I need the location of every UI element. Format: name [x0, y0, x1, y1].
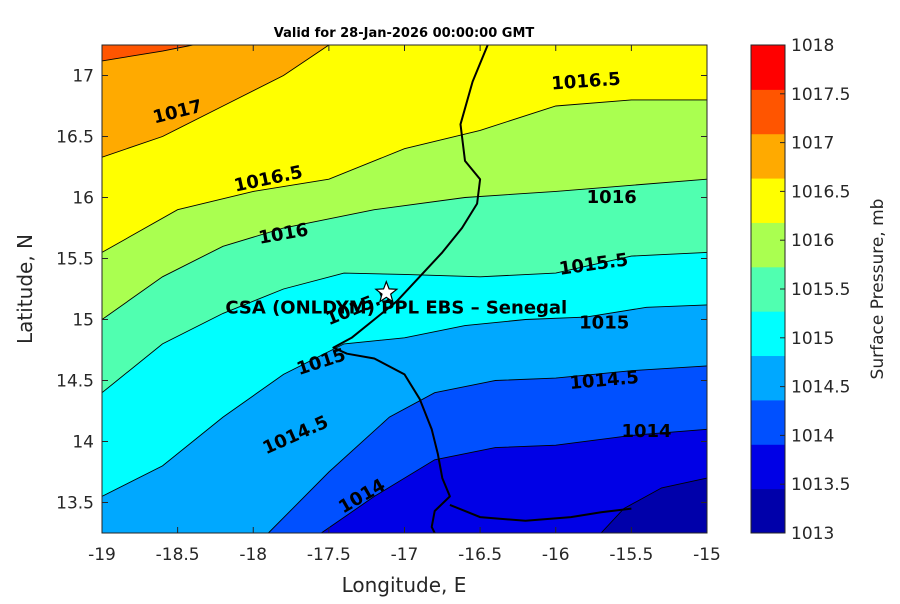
colorbar-tick-label: 1014.5: [791, 378, 850, 398]
site-star-icon: [374, 280, 399, 304]
isobar-1017: [102, 45, 330, 158]
contour-label-2: 1016.5: [551, 69, 622, 95]
x-tick-label: -19: [88, 545, 116, 565]
site-marker-layer: CSA (ONLDYM) PPL EBS – Senegal: [225, 280, 567, 319]
y-tick-label: 17: [72, 67, 94, 87]
y-axis: 13.5 14 14.5 15 15.5 16 16.5 17: [56, 67, 707, 514]
chart-title: Valid for 28-Jan-2026 00:00:00 GMT: [274, 26, 535, 41]
x-tick-label: -16.5: [458, 545, 502, 565]
colorbar: 1013 1013.5 1014 1014.5 1015 1015.5 1016 1016.5…: [750, 36, 850, 544]
isobar-1015-5: [102, 251, 707, 394]
contour-label-4: 1016: [587, 187, 637, 208]
colorbar-swatch: [751, 133, 785, 179]
colorbar-tick-label: 1017: [791, 134, 834, 154]
contour-label-8: 1015: [579, 313, 629, 334]
country-border: [449, 503, 632, 522]
isobar-1014: [321, 428, 707, 533]
colorbar-swatch: [751, 311, 785, 357]
x-axis: -19 -18.5 -18 -17.5 -17 -16.5 -16 -15.5 -15: [88, 45, 721, 565]
x-tick-label: -15.5: [609, 545, 653, 565]
y-tick-label: 13.5: [56, 494, 94, 514]
isobar-1013-5: [600, 477, 707, 533]
isobar-1016: [102, 178, 707, 320]
x-tick-label: -17.5: [307, 545, 351, 565]
colorbar-tick-label: 1014: [791, 426, 834, 446]
y-tick-label: 14.5: [56, 372, 94, 392]
colorbar-tick-label: 1013: [791, 524, 834, 544]
colorbar-swatch: [751, 355, 785, 401]
colorbar-swatch: [751, 222, 785, 268]
colorbar-tick-label: 1016.5: [791, 182, 850, 202]
y-tick-label: 16.5: [56, 128, 94, 148]
colorbar-swatch: [751, 488, 785, 534]
x-tick-label: -18: [239, 545, 267, 565]
band-above-1017: [102, 45, 329, 158]
y-tick-label: 16: [72, 189, 94, 209]
colorbar-tick-label: 1017.5: [791, 85, 850, 105]
colorbar-swatch: [751, 266, 785, 312]
x-tick-label: -18.5: [156, 545, 200, 565]
colorbar-swatch: [751, 444, 785, 490]
x-tick-label: -17: [391, 545, 419, 565]
y-tick-label: 15.5: [56, 250, 94, 270]
geography: [332, 45, 632, 533]
x-tick-label: -15: [693, 545, 721, 565]
colorbar-swatch: [751, 178, 785, 223]
isobar-1015: [102, 304, 707, 497]
colorbar-tick-label: 1016: [791, 231, 834, 251]
y-axis-label: Latitude, N: [13, 234, 37, 344]
x-tick-label: -16: [542, 545, 570, 565]
colorbar-tick-label: 1018: [791, 36, 834, 56]
colorbar-tick-label: 1015: [791, 329, 834, 349]
x-axis-label: Longitude, E: [342, 573, 467, 597]
colorbar-label: Surface Pressure, mb: [868, 199, 888, 380]
colorbar-tick-label: 1015.5: [791, 280, 850, 300]
isobar-1014-5: [268, 365, 707, 533]
y-tick-label: 14: [72, 433, 94, 453]
colorbar-swatch: [751, 399, 785, 445]
isobar-lines: [102, 45, 707, 533]
colorbar-tick-label: 1013.5: [791, 475, 850, 495]
isobar-1017-5: [102, 45, 193, 62]
colorbar-swatch: [751, 89, 785, 135]
isobar-1016-5: [102, 99, 707, 253]
coastline: [332, 45, 489, 533]
y-tick-label: 15: [72, 311, 94, 331]
site-label: CSA (ONLDYM) PPL EBS – Senegal: [225, 298, 567, 319]
contour-label-12: 1014: [621, 421, 671, 442]
colorbar-swatch: [751, 45, 785, 90]
